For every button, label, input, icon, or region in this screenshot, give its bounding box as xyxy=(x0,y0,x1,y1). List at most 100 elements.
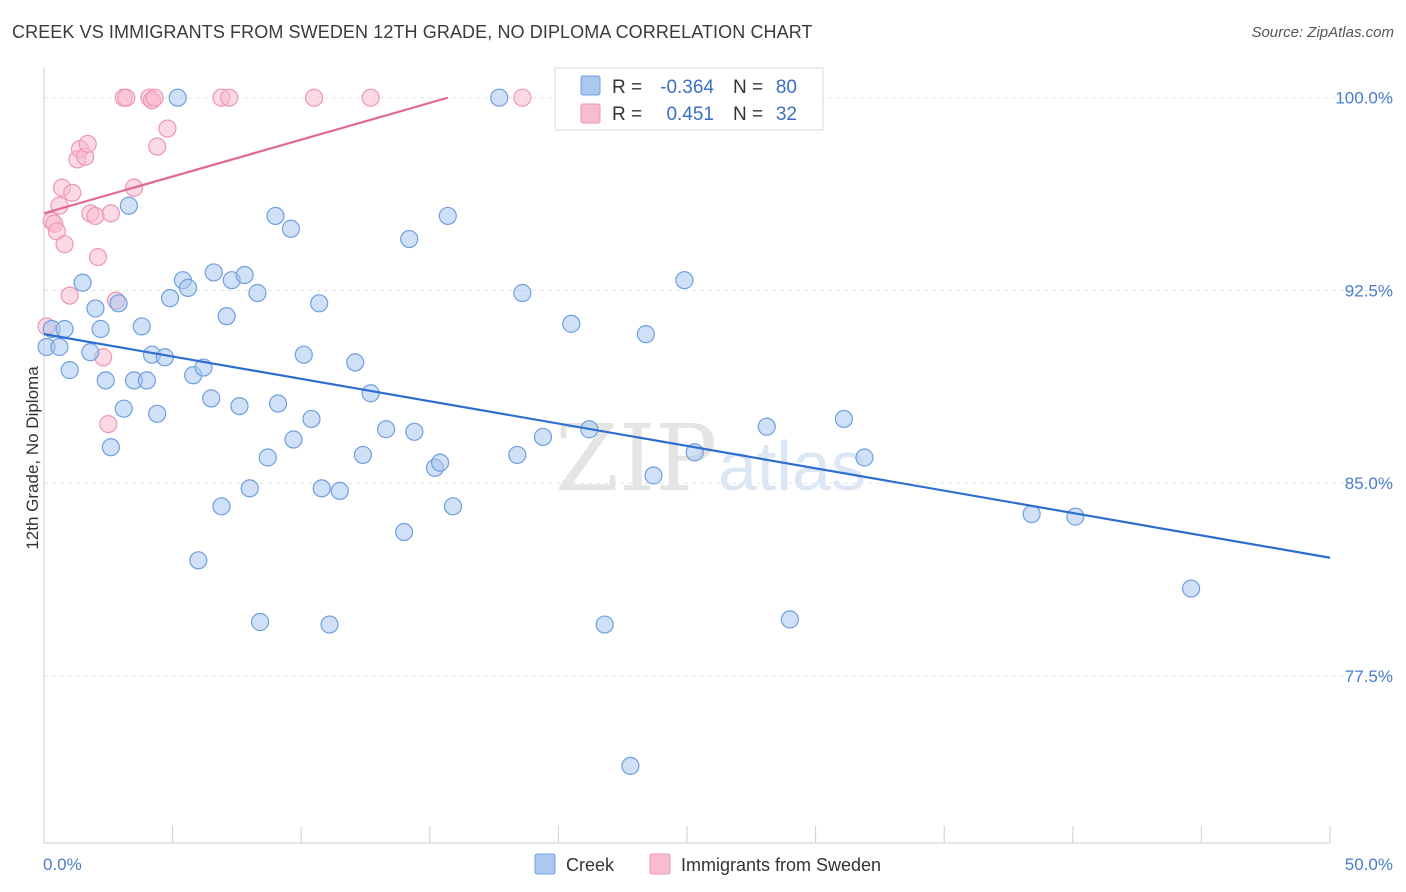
creek-point xyxy=(438,206,457,226)
sweden-point xyxy=(513,88,532,107)
creek-point xyxy=(533,427,553,447)
legend-sweden-r-label: R = xyxy=(612,104,642,125)
sweden-point xyxy=(361,88,380,107)
creek-point xyxy=(132,317,151,336)
creek-point xyxy=(394,522,414,542)
creek-point xyxy=(644,466,663,485)
creek-point xyxy=(346,353,365,372)
creek-point xyxy=(294,345,313,364)
sweden-point xyxy=(101,204,120,223)
creek-point xyxy=(268,394,288,413)
series-legend: Creek Immigrants from Sweden xyxy=(534,853,881,875)
sweden-point xyxy=(145,88,164,107)
watermark-atlas: atlas xyxy=(718,427,866,505)
correlation-legend: R = -0.364 N = 80 R = 0.451 N = 32 xyxy=(554,67,824,131)
creek-point xyxy=(281,219,301,238)
creek-point xyxy=(284,430,303,449)
creek-point xyxy=(217,307,236,326)
creek-point xyxy=(513,283,532,303)
creek-point xyxy=(376,420,396,439)
creek-point xyxy=(91,319,110,339)
bottom-legend-sweden-label: Immigrants from Sweden xyxy=(681,855,881,875)
creek-point xyxy=(73,273,92,292)
creek-point xyxy=(204,263,223,282)
creek-point xyxy=(490,88,509,107)
creek-point xyxy=(636,325,655,344)
creek-point xyxy=(353,445,373,465)
creek-point xyxy=(235,265,254,285)
sweden-point xyxy=(63,183,82,202)
creek-point xyxy=(240,479,259,498)
creek-point xyxy=(114,399,133,418)
creek-point xyxy=(675,271,694,290)
creek-point xyxy=(86,299,105,318)
creek-point xyxy=(160,289,180,308)
axes xyxy=(43,68,1331,844)
creek-point xyxy=(258,448,277,467)
sweden-point xyxy=(78,134,97,154)
sweden-point xyxy=(99,414,118,434)
series-creek-points xyxy=(37,88,1201,776)
sweden-point xyxy=(220,88,239,107)
creek-point xyxy=(250,612,270,632)
creek-point xyxy=(50,337,69,357)
legend-creek-r-label: R = xyxy=(612,77,642,98)
creek-point xyxy=(834,409,853,429)
creek-point xyxy=(202,389,221,408)
legend-creek-n-value: 80 xyxy=(776,77,797,98)
y-axis-title: 12th Grade, No Diploma xyxy=(23,366,42,550)
sweden-point xyxy=(148,137,167,156)
creek-point xyxy=(60,361,79,380)
bottom-legend-creek-label: Creek xyxy=(566,855,615,875)
creek-point xyxy=(1022,504,1041,524)
creek-point xyxy=(212,497,231,516)
creek-point xyxy=(855,448,874,467)
creek-point xyxy=(119,196,138,215)
creek-point xyxy=(178,278,198,297)
creek-point xyxy=(55,319,74,339)
sweden-point xyxy=(304,88,324,107)
legend-sweden-r-value: 0.451 xyxy=(666,104,714,125)
creek-trend-line xyxy=(43,333,1331,559)
sweden-point xyxy=(117,88,136,107)
sweden-point xyxy=(86,206,105,226)
creek-point xyxy=(1066,507,1085,526)
creek-point xyxy=(757,417,776,436)
creek-point xyxy=(248,283,267,303)
x-tick-label-min: 0.0% xyxy=(43,855,82,874)
legend-sweden-swatch xyxy=(580,103,601,124)
source-label: Source: ZipAtlas.com xyxy=(1251,24,1394,41)
creek-point xyxy=(361,384,380,403)
sweden-point xyxy=(55,235,74,254)
trend-lines xyxy=(43,96,1331,559)
y-tick-label: 77.5% xyxy=(1345,667,1393,686)
creek-point xyxy=(302,409,321,429)
legend-creek-n-label: N = xyxy=(733,77,763,98)
y-tick-label: 100.0% xyxy=(1335,89,1393,108)
x-tick-label-max: 50.0% xyxy=(1345,855,1393,874)
creek-point xyxy=(137,371,156,390)
creek-point xyxy=(443,497,463,516)
sweden-point xyxy=(60,286,79,305)
legend-creek-r-value: -0.364 xyxy=(660,77,714,98)
creek-point xyxy=(1182,579,1201,598)
creek-point xyxy=(168,88,187,107)
creek-point xyxy=(595,615,614,634)
bottom-legend-creek-swatch xyxy=(534,853,556,875)
creek-point xyxy=(189,551,208,570)
sweden-point xyxy=(158,119,177,138)
creek-point xyxy=(508,445,527,465)
bottom-legend-sweden-swatch xyxy=(649,853,671,875)
legend-creek-swatch xyxy=(580,75,601,96)
creek-point xyxy=(780,610,799,629)
creek-point xyxy=(96,371,115,390)
creek-point xyxy=(430,453,450,472)
sweden-trend-line xyxy=(43,96,449,215)
creek-point xyxy=(109,294,128,313)
creek-point xyxy=(330,481,349,501)
legend-sweden-n-value: 32 xyxy=(776,104,797,125)
creek-point xyxy=(312,479,331,498)
y-tick-label: 85.0% xyxy=(1345,474,1393,493)
creek-point xyxy=(621,756,640,776)
